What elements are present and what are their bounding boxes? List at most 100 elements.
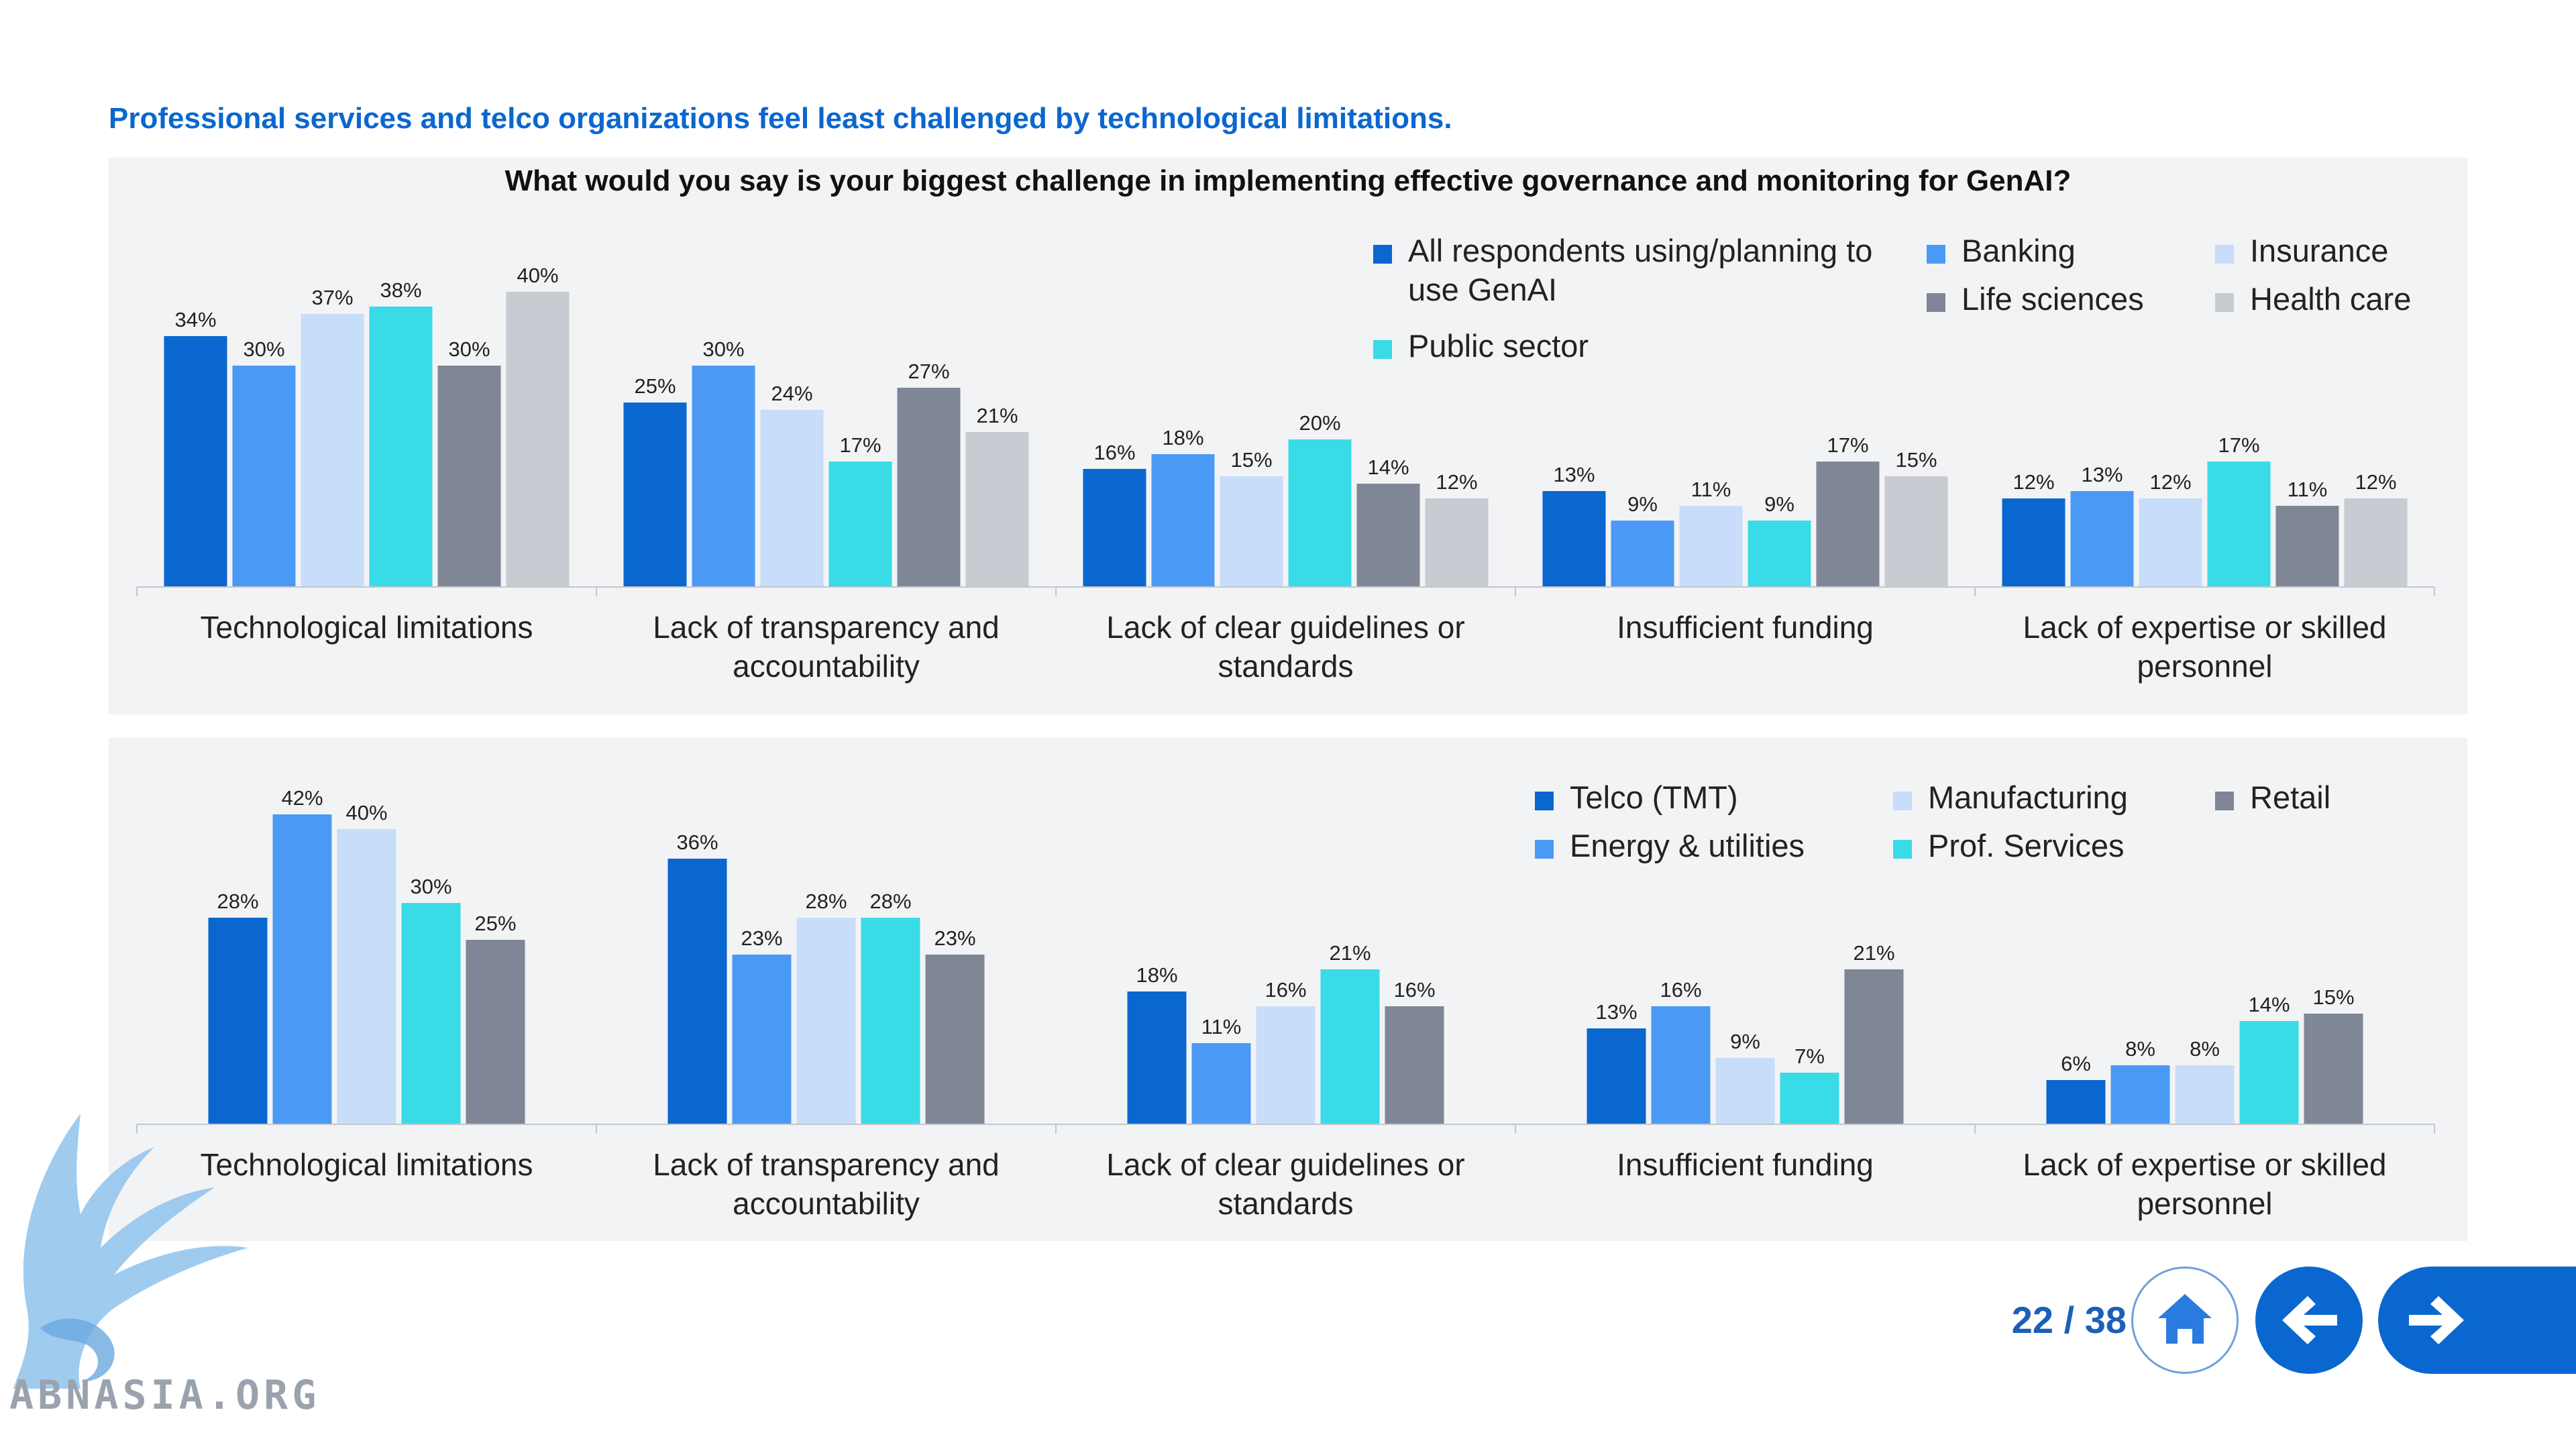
data-label: 16% [1265, 978, 1306, 1002]
arrow-left-icon [2282, 1296, 2337, 1344]
bar-insurance-technological-limitations [301, 314, 364, 587]
category-label-lack-of-expertise-or-skilled-personnel: Lack of expertise or skilled [2023, 610, 2386, 645]
data-label: 17% [1827, 433, 1868, 457]
legend-swatch [2215, 293, 2234, 312]
bar-health-care-insufficient-funding [1884, 476, 1948, 587]
data-label: 14% [2248, 993, 2290, 1016]
bar-all-respondents-using-planning-to-use-genai-lack-of-expertise-or-skilled-personnel [2002, 498, 2065, 587]
watermark-logo [13, 1114, 248, 1389]
data-label: 15% [1230, 448, 1272, 472]
category-label-lack-of-transparency-and-accountability: accountability [733, 1186, 920, 1221]
survey-question: What would you say is your biggest chall… [504, 164, 2072, 197]
data-label: 13% [1553, 463, 1595, 486]
data-label: 13% [2081, 463, 2123, 486]
bar-retail-lack-of-clear-guidelines-or-standards [1385, 1006, 1444, 1124]
bar-life-sciences-lack-of-clear-guidelines-or-standards [1356, 484, 1420, 587]
legend-label: Insurance [2250, 233, 2389, 268]
bar-energy-utilities-technological-limitations [272, 814, 332, 1124]
legend-swatch [1373, 245, 1392, 264]
data-label: 16% [1660, 978, 1701, 1002]
legend-swatch [1373, 340, 1392, 359]
bar-telco-tmt-lack-of-transparency-and-accountability [667, 859, 727, 1124]
legend-label: Manufacturing [1928, 780, 2128, 815]
category-label-lack-of-transparency-and-accountability: Lack of transparency and [653, 610, 1000, 645]
category-label-lack-of-transparency-and-accountability: Lack of transparency and [653, 1147, 1000, 1182]
bar-retail-insufficient-funding [1844, 969, 1904, 1124]
data-label: 12% [2355, 470, 2396, 494]
bar-retail-lack-of-expertise-or-skilled-personnel [2304, 1014, 2363, 1124]
bar-telco-tmt-lack-of-expertise-or-skilled-personnel [2046, 1080, 2106, 1124]
data-label: 30% [410, 875, 451, 898]
legend-label: Health care [2250, 281, 2412, 317]
category-label-lack-of-transparency-and-accountability: accountability [733, 649, 920, 684]
data-label: 8% [2125, 1037, 2155, 1061]
data-label: 23% [934, 926, 975, 950]
bar-public-sector-lack-of-clear-guidelines-or-standards [1288, 439, 1352, 587]
category-label-lack-of-clear-guidelines-or-standards: Lack of clear guidelines or [1106, 610, 1464, 645]
bar-public-sector-technological-limitations [369, 307, 433, 587]
legend-swatch [1535, 840, 1554, 859]
chart-panel-top: What would you say is your biggest chall… [109, 158, 2467, 714]
bar-insurance-lack-of-expertise-or-skilled-personnel [2139, 498, 2202, 587]
bar-insurance-lack-of-transparency-and-accountability [760, 410, 824, 587]
category-label-insufficient-funding: Insufficient funding [1617, 1147, 1874, 1182]
bar-public-sector-insufficient-funding [1748, 521, 1811, 587]
bar-manufacturing-lack-of-clear-guidelines-or-standards [1256, 1006, 1316, 1124]
bar-insurance-insufficient-funding [1679, 506, 1743, 587]
legend-swatch [1893, 792, 1912, 810]
bar-telco-tmt-technological-limitations [208, 918, 268, 1124]
back-button[interactable] [2255, 1267, 2363, 1374]
legend-label: Life sciences [1962, 281, 2144, 317]
bar-banking-lack-of-transparency-and-accountability [692, 366, 755, 587]
data-label: 13% [1595, 1000, 1637, 1024]
legend-swatch [1535, 792, 1554, 810]
home-button[interactable] [2131, 1267, 2239, 1374]
data-label: 12% [2012, 470, 2054, 494]
data-label: 25% [634, 374, 676, 398]
next-button[interactable] [2378, 1267, 2576, 1374]
data-label: 17% [2218, 433, 2259, 457]
category-label-technological-limitations: Technological limitations [200, 610, 533, 645]
category-label-lack-of-clear-guidelines-or-standards: Lack of clear guidelines or [1106, 1147, 1464, 1182]
data-label: 15% [2312, 985, 2354, 1009]
bar-chart-top: 34% 30% 37% 38% 30% 40% Technological limitati… [136, 264, 2435, 684]
watermark-text: ABNASIA.ORG [9, 1372, 321, 1419]
data-label: 30% [448, 337, 490, 361]
data-label: 21% [1329, 941, 1371, 965]
data-label: 18% [1162, 426, 1203, 449]
bar-retail-lack-of-transparency-and-accountability [925, 955, 985, 1124]
home-icon [2158, 1294, 2212, 1344]
bar-telco-tmt-lack-of-clear-guidelines-or-standards [1127, 991, 1187, 1124]
bar-banking-insufficient-funding [1611, 521, 1674, 587]
data-label: 38% [380, 278, 421, 302]
data-label: 23% [741, 926, 782, 950]
bar-banking-lack-of-clear-guidelines-or-standards [1151, 454, 1215, 587]
bar-life-sciences-technological-limitations [437, 366, 501, 587]
legend-label: Public sector [1408, 328, 1589, 364]
data-label: 20% [1299, 411, 1340, 435]
data-label: 12% [1436, 470, 1477, 494]
data-label: 6% [2061, 1052, 2091, 1075]
bar-energy-utilities-lack-of-clear-guidelines-or-standards [1191, 1043, 1251, 1124]
arrow-right-icon [2409, 1296, 2464, 1344]
category-label-lack-of-clear-guidelines-or-standards: standards [1218, 649, 1353, 684]
data-label: 9% [1730, 1030, 1760, 1053]
category-label-lack-of-expertise-or-skilled-personnel: Lack of expertise or skilled [2023, 1147, 2386, 1182]
data-label: 42% [281, 786, 323, 810]
legend-label: All respondents using/planning to use Ge… [1408, 233, 1873, 307]
bar-life-sciences-lack-of-transparency-and-accountability [897, 388, 961, 587]
data-label: 36% [676, 830, 718, 854]
category-label-lack-of-clear-guidelines-or-standards: standards [1218, 1186, 1353, 1221]
category-label-insufficient-funding: Insufficient funding [1617, 610, 1874, 645]
data-label: 18% [1136, 963, 1177, 987]
data-label: 7% [1794, 1044, 1825, 1068]
data-label: 21% [976, 404, 1018, 427]
legend-swatch [2215, 245, 2234, 264]
data-label: 40% [345, 801, 387, 824]
legend-label: Banking [1962, 233, 2076, 268]
data-label: 14% [1367, 455, 1409, 479]
bar-health-care-lack-of-expertise-or-skilled-personnel [2344, 498, 2408, 587]
data-label: 30% [243, 337, 284, 361]
data-label: 34% [174, 308, 216, 331]
category-label-lack-of-expertise-or-skilled-personnel: personnel [2137, 1186, 2272, 1221]
